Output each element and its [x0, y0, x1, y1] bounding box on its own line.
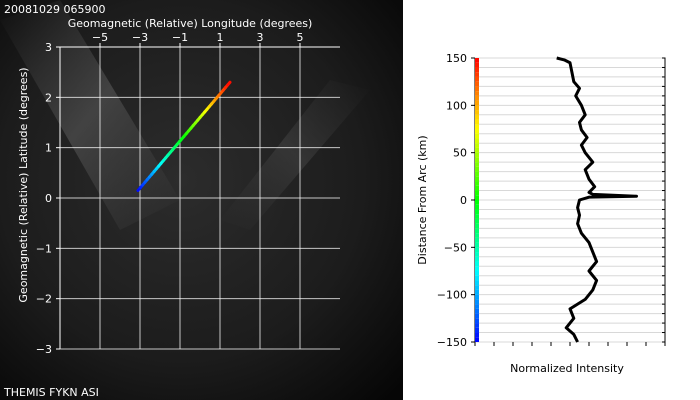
right-grid [475, 57, 665, 343]
x-tick-label: 1 [217, 31, 224, 44]
y-tick-label: 100 [446, 99, 467, 112]
y-tick-label: 0 [460, 194, 467, 207]
aurora-streak-right [220, 80, 370, 230]
y-tick-label: 150 [446, 52, 467, 65]
right-axis-ticks: 150 100 50 0 −50 −100 −150 [437, 52, 666, 349]
y-tick-label: 1 [45, 142, 52, 155]
x-tick-label: −3 [132, 31, 148, 44]
intensity-trace [556, 56, 638, 343]
x-tick-label: −5 [92, 31, 108, 44]
left-grid [60, 46, 340, 350]
source-label: THEMIS FYKN ASI [3, 386, 99, 399]
y-tick-label: −100 [437, 289, 467, 302]
intensity-line [556, 56, 638, 343]
y-tick-label: −1 [36, 242, 52, 255]
x-tick-label: −1 [172, 31, 188, 44]
y-tick-label: 2 [45, 91, 52, 104]
geomagnetic-map-chart: −5 −3 −1 1 3 5 3 2 1 0 −1 −2 −3 20081029 065900 Geom… [0, 0, 403, 400]
y-tick-label: −50 [444, 241, 467, 254]
aurora-streak-left [0, 0, 180, 230]
x-tick-label: 3 [257, 31, 264, 44]
y-tick-label: 50 [453, 147, 467, 160]
x-tick-label: 5 [297, 31, 304, 44]
y-tick-label: −3 [36, 343, 52, 356]
distance-axis-title: Distance From Arc (km) [416, 135, 429, 264]
x-axis-title: Geomagnetic (Relative) Longitude (degree… [68, 17, 313, 30]
left-axis-ticks: −5 −3 −1 1 3 5 3 2 1 0 −1 −2 −3 [36, 31, 340, 356]
y-tick-label: 0 [45, 192, 52, 205]
y-tick-label: 3 [45, 41, 52, 54]
y-axis-title: Geomagnetic (Relative) Latitude (degrees… [17, 67, 30, 302]
asi-image-panel: −5 −3 −1 1 3 5 3 2 1 0 −1 −2 −3 20081029 065900 Geom… [0, 0, 403, 400]
arc-trace [136, 80, 232, 192]
timestamp-label: 20081029 065900 [4, 3, 105, 16]
y-tick-label: −2 [36, 293, 52, 306]
arc-trace-segment [226, 80, 232, 87]
y-tick-label: −150 [437, 336, 467, 349]
intensity-axis-title: Normalized Intensity [510, 362, 624, 375]
